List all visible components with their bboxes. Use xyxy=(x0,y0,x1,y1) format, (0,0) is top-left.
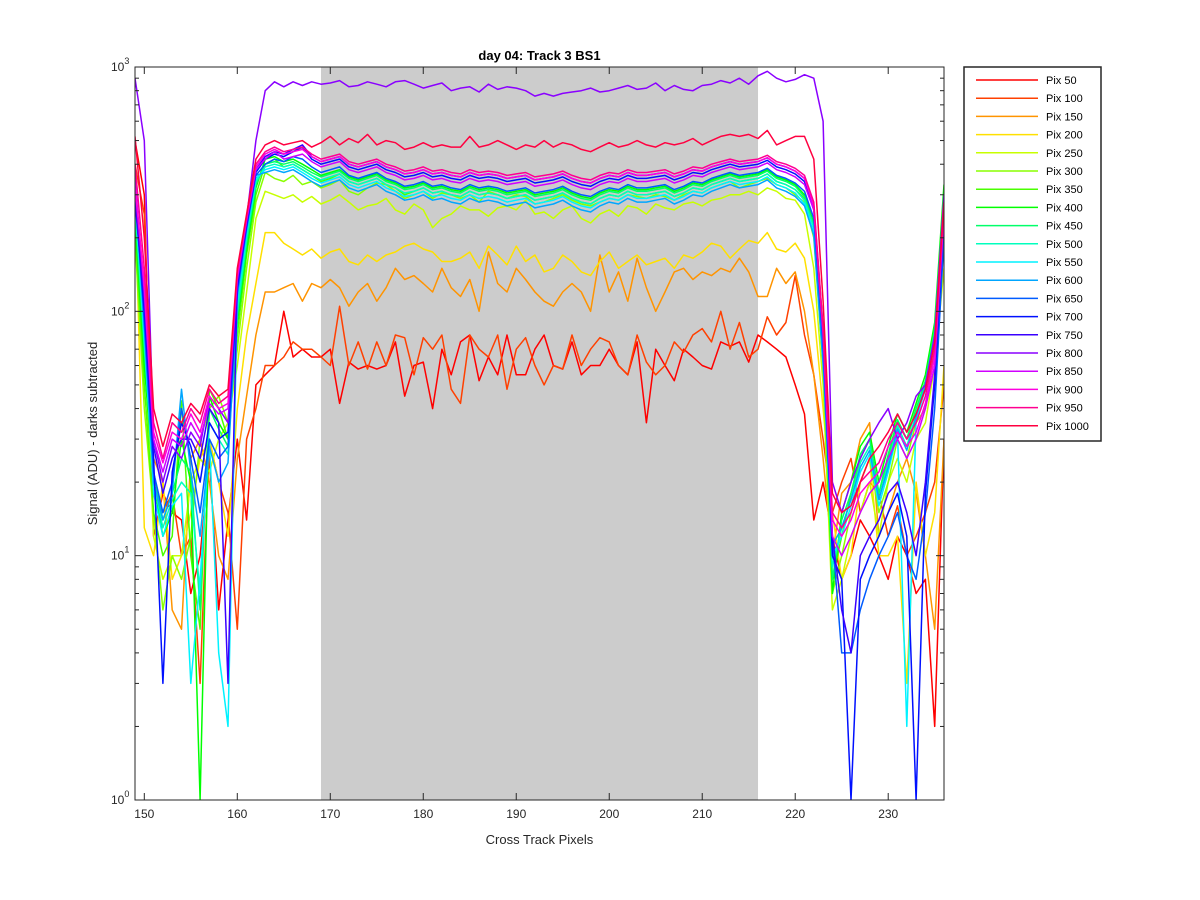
series-line-pix-450 xyxy=(135,160,944,611)
legend-label: Pix 950 xyxy=(1046,403,1083,415)
x-tick-label: 150 xyxy=(134,807,154,821)
x-tick-label: 180 xyxy=(413,807,433,821)
legend-label: Pix 100 xyxy=(1046,93,1083,105)
legend-label: Pix 1000 xyxy=(1046,421,1089,433)
legend-label: Pix 250 xyxy=(1046,148,1083,160)
legend-label: Pix 350 xyxy=(1046,184,1083,196)
x-tick-label: 220 xyxy=(785,807,805,821)
legend-label: Pix 500 xyxy=(1046,239,1083,251)
series-line-pix-800 xyxy=(135,70,944,514)
y-tick-label: 103 xyxy=(111,56,129,74)
x-tick-label: 190 xyxy=(506,807,526,821)
series-line-pix-900 xyxy=(135,148,944,538)
series-line-pix-200 xyxy=(135,194,944,685)
series-line-pix-250 xyxy=(135,187,944,611)
series-line-pix-850 xyxy=(135,150,944,557)
chart-title: day 04: Track 3 BS1 xyxy=(478,48,600,63)
x-tick-label: 200 xyxy=(599,807,619,821)
legend-label: Pix 750 xyxy=(1046,330,1083,342)
x-tick-label: 230 xyxy=(878,807,898,821)
series-line-pix-950 xyxy=(135,146,944,529)
x-tick-label: 160 xyxy=(227,807,247,821)
legend-label: Pix 800 xyxy=(1046,348,1083,360)
legend-label: Pix 450 xyxy=(1046,221,1083,233)
legend-label: Pix 300 xyxy=(1046,166,1083,178)
x-tick-label: 170 xyxy=(320,807,340,821)
legend: Pix 50 Pix 100 Pix 150 Pix 200 Pix 250 Pix 30… xyxy=(963,66,1102,442)
series-line-pix-650 xyxy=(135,155,944,654)
series-line-pix-500 xyxy=(135,163,944,595)
y-tick-label: 102 xyxy=(111,300,129,318)
x-tick-label: 210 xyxy=(692,807,712,821)
legend-label: Pix 700 xyxy=(1046,312,1083,324)
legend-label: Pix 850 xyxy=(1046,366,1083,378)
legend-label: Pix 650 xyxy=(1046,293,1083,305)
legend-label: Pix 400 xyxy=(1046,202,1083,214)
series-line-pix-1000 xyxy=(135,129,944,514)
axes-box xyxy=(134,66,945,801)
legend-label: Pix 550 xyxy=(1046,257,1083,269)
legend-label: Pix 200 xyxy=(1046,130,1083,142)
y-tick-label: 100 xyxy=(111,789,129,807)
y-axis-label: Signal (ADU) - darks subtracted xyxy=(85,342,100,526)
legend-label: Pix 600 xyxy=(1046,275,1083,287)
legend-label: Pix 900 xyxy=(1046,384,1083,396)
shaded-region xyxy=(320,67,759,800)
series-line-pix-50 xyxy=(135,140,944,728)
series-line-pix-600 xyxy=(135,168,944,547)
legend-label: Pix 50 xyxy=(1046,75,1077,87)
legend-box xyxy=(963,66,1102,442)
x-axis-label: Cross Track Pixels xyxy=(486,832,594,847)
legend-label: Pix 150 xyxy=(1046,111,1083,123)
series-line-pix-150 xyxy=(135,178,944,630)
y-tick-label: 101 xyxy=(111,545,129,563)
series-line-pix-100 xyxy=(135,164,944,685)
